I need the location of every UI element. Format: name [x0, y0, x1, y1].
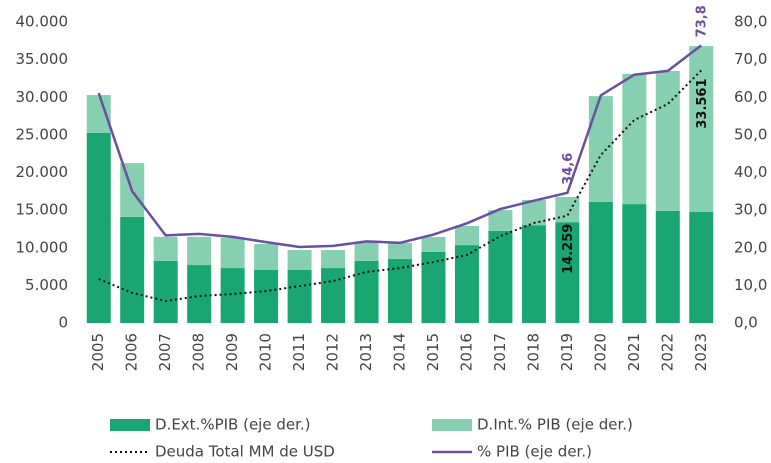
data-label: 34,6 [561, 153, 576, 185]
bar [187, 265, 212, 323]
bar [421, 236, 446, 252]
x-tick-label: 2013 [357, 333, 375, 371]
y-tick-label: 25.000 [16, 125, 69, 143]
data-label: 33.561 [695, 78, 710, 128]
bar [555, 222, 580, 323]
bar [454, 225, 479, 246]
bar [388, 259, 412, 323]
bar [488, 210, 513, 231]
x-tick-label: 2019 [558, 333, 576, 371]
y2-tick-label: 70,0 [734, 50, 767, 68]
legend-label: % PIB (eje der.) [477, 443, 592, 461]
x-tick-label: 2009 [223, 333, 241, 371]
y2-tick-label: 20,0 [734, 238, 767, 256]
y2-tick-label: 60,0 [734, 88, 767, 106]
bar [354, 260, 379, 323]
x-tick-label: 2006 [123, 333, 141, 371]
x-tick-label: 2011 [290, 333, 308, 371]
legend-swatch [432, 419, 472, 431]
bar [488, 230, 513, 323]
y2-tick-label: 30,0 [734, 201, 767, 219]
x-tick-label: 2020 [591, 333, 609, 371]
bar [220, 237, 245, 269]
bar [153, 260, 178, 323]
bar [187, 236, 212, 266]
x-tick-label: 2022 [658, 333, 676, 371]
x-tick-label: 2017 [491, 333, 509, 371]
bar [622, 204, 647, 323]
bar [421, 251, 446, 323]
y2-tick-label: 80,0 [734, 13, 767, 31]
bar [588, 96, 613, 202]
bar [354, 242, 379, 261]
bar [588, 201, 613, 323]
bar [220, 268, 245, 323]
x-tick-label: 2008 [190, 333, 208, 371]
bar [454, 245, 479, 323]
x-tick-label: 2023 [692, 333, 710, 371]
bar [287, 250, 312, 270]
bar [622, 73, 647, 205]
x-tick-label: 2010 [257, 333, 275, 371]
y-tick-label: 35.000 [16, 50, 69, 68]
line [97, 44, 703, 249]
x-tick-label: 2015 [424, 333, 442, 371]
y-tick-label: 20.000 [16, 163, 69, 181]
x-tick-label: 2014 [391, 333, 409, 371]
bar [120, 216, 145, 323]
y2-tick-label: 0,0 [734, 314, 758, 332]
x-tick-label: 2005 [89, 333, 107, 371]
y-tick-label: 30.000 [16, 88, 69, 106]
bar [655, 70, 680, 211]
bar [689, 46, 714, 213]
bar [153, 236, 178, 261]
legend-label: D.Ext.%PIB (eje der.) [155, 416, 311, 434]
y-tick-label: 10.000 [16, 238, 69, 256]
bar [254, 243, 279, 270]
bar [86, 132, 111, 323]
x-tick-label: 2016 [457, 333, 475, 371]
bar [388, 242, 412, 260]
x-tick-label: 2012 [324, 333, 342, 371]
y2-tick-label: 50,0 [734, 125, 767, 143]
data-label: 73,8 [695, 5, 710, 37]
bar [321, 268, 346, 323]
x-tick-label: 2021 [625, 333, 643, 371]
bar [689, 212, 714, 323]
x-tick-label: 2018 [524, 333, 542, 371]
bar [521, 225, 546, 323]
bar [321, 250, 346, 269]
y2-tick-label: 40,0 [734, 163, 767, 181]
data-label: 14.259 [561, 224, 576, 274]
y-tick-label: 40.000 [16, 13, 69, 31]
legend-label: D.Int.% PIB (eje der.) [477, 416, 633, 434]
y2-tick-label: 10,0 [734, 276, 767, 294]
bar [655, 210, 680, 323]
y-tick-label: 5.000 [25, 276, 68, 294]
y-tick-label: 15.000 [16, 201, 69, 219]
x-tick-label: 2007 [156, 333, 174, 371]
bar [254, 269, 279, 323]
y-tick-label: 0 [58, 314, 68, 332]
legend-swatch [110, 419, 150, 431]
bar [521, 199, 546, 226]
legend-label: Deuda Total MM de USD [155, 443, 335, 461]
bar [287, 269, 312, 323]
